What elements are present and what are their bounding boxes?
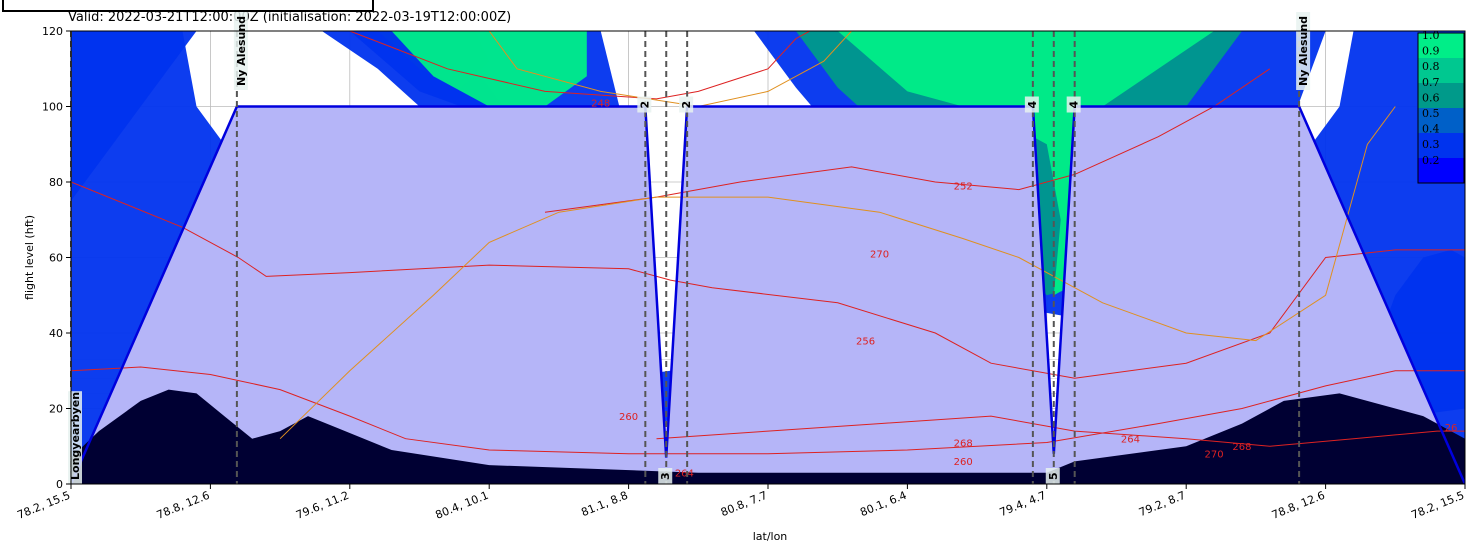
colorbar-label: 0.2 [1422,154,1440,167]
x-tick-label: 81.1, 8.8 [579,489,629,519]
waypoint-label-bg [1024,96,1039,113]
cloud-region [71,31,197,201]
colorbar-label: 0.8 [1422,60,1440,73]
x-axis-label: lat/lon [753,530,788,543]
contour-label: 248 [591,99,610,110]
contour-label: 264 [675,468,694,479]
contour-label: 26 [1445,423,1458,434]
colorbar-segment [1418,158,1464,184]
colorbar-segment [1418,108,1464,134]
x-tick-label: 78.2, 15.5 [15,489,72,522]
contour-label: 270 [1205,450,1224,461]
x-tick-label: 79.6, 11.2 [294,489,351,522]
contour-label: 268 [1232,442,1251,453]
y-tick-label: 40 [49,327,63,340]
x-tick-label: 78.2, 15.5 [1409,489,1466,522]
x-tick-label: 80.1, 6.4 [858,489,908,519]
waypoint-label-bg [658,468,673,484]
waypoint-label-bg [1045,468,1060,484]
temperature-contour [279,106,1396,440]
waypoint-label: Ny Alesund [235,16,248,86]
temperature-contour [71,366,1465,455]
waypoint-label: 2 [638,101,651,109]
colorbar-segment [1418,83,1464,109]
waypoint-label-bg [637,96,652,113]
y-axis-label: flight level (hft) [23,215,36,300]
waypoint-label: 4 [1026,101,1039,109]
x-tick-label: 78.8, 12.6 [1270,489,1327,522]
x-tick-label: 79.4, 4.7 [998,489,1048,519]
waypoint-label: Ny Alesund [1297,16,1310,86]
colorbar-label: 0.3 [1422,138,1440,151]
waypoint-label-bg [679,96,694,113]
x-tick-label: 80.4, 10.1 [434,489,491,522]
temperature-contour [71,181,1465,379]
contour-label: 260 [619,412,638,423]
plot-overlay: 24825225626026426827026026826427026Longy… [68,12,1465,484]
waypoint-label: Longyearbyen [69,392,82,480]
valid-time-label: Valid: 2022-03-21T12:00:00Z (initialisat… [68,10,512,25]
temperature-contour [349,31,811,100]
y-tick-label: 20 [49,403,63,416]
waypoint-label: 2 [680,101,693,109]
flight-path-fill [71,106,1465,484]
colorbar-label: 0.5 [1422,107,1440,120]
y-tick-label: 0 [56,478,63,491]
contour-label: 252 [954,182,973,193]
temperature-contour [656,415,1465,447]
waypoint-label: 5 [1047,472,1060,480]
contour-label: 260 [954,457,973,468]
contour-label: 256 [856,336,875,347]
x-tick-label: 78.8, 12.6 [155,489,212,522]
y-tick-label: 100 [42,101,63,114]
y-tick-label: 60 [49,252,63,265]
colorbar-label: 0.6 [1422,91,1440,104]
contour-label: 268 [954,438,973,449]
y-tick-label: 80 [49,176,63,189]
cloud-region [391,31,587,107]
colorbar-label: 0.4 [1422,123,1440,136]
colorbar-label: 0.7 [1422,76,1440,89]
colorbar-frame [1417,32,1465,184]
contour-label: 264 [1121,434,1140,445]
terrain [71,389,1465,484]
cloud-region [837,31,1215,296]
waypoint-label-bg [1066,96,1081,113]
colorbar-segment [1418,133,1464,159]
waypoint-label: 4 [1068,101,1081,109]
flight-path-line [71,105,1465,484]
waypoint-label: 3 [659,472,672,480]
temperature-contour [544,68,1271,213]
plot-area [71,31,1465,484]
colorbar-label: 1.0 [1422,29,1440,42]
contour-label: 270 [870,250,889,261]
y-tick-label: 120 [42,25,63,38]
title-box [2,0,374,12]
colorbar-segment [1418,58,1464,84]
x-tick-label: 80.8, 7.7 [719,489,769,519]
x-tick-label: 79.2, 8.7 [1137,489,1187,519]
colorbar-label: 0.9 [1422,45,1440,58]
colorbar-segment [1418,33,1464,59]
